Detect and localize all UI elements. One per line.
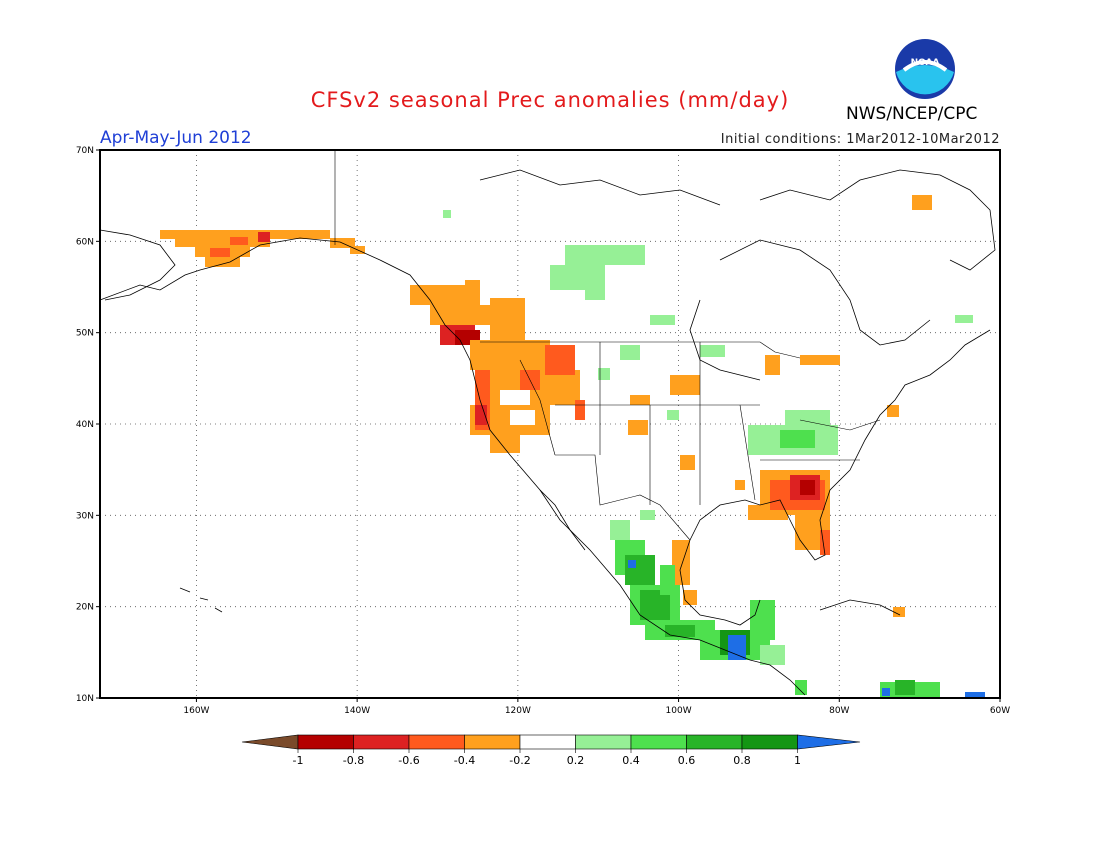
colorbar-label: 0.4: [622, 754, 640, 767]
coastlines: [99, 169, 996, 696]
lat-tick-label: 10N: [76, 694, 94, 704]
colorbar-segment: [464, 734, 521, 750]
political-borders: [334, 150, 881, 541]
colorbar-label: 0.2: [567, 754, 585, 767]
colorbar-segment: [630, 734, 687, 750]
colorbar-label: -0.6: [398, 754, 419, 767]
agency-label: NWS/NCEP/CPC: [846, 104, 978, 124]
colorbar-label: 0.8: [733, 754, 751, 767]
colorbar-arrow-left: [241, 734, 299, 750]
lon-tick-label: 140W: [344, 706, 370, 716]
colorbar-segment: [519, 734, 576, 750]
colorbar-label: -1: [293, 754, 304, 767]
lon-tick-label: 60W: [990, 706, 1010, 716]
lat-tick-label: 30N: [76, 511, 94, 521]
noaa-logo: NOAA: [895, 39, 955, 99]
noaa-logo-text: NOAA: [911, 58, 940, 68]
lon-tick-label: 80W: [829, 706, 849, 716]
lon-tick-label: 160W: [183, 706, 209, 716]
colorbar-segment: [686, 734, 743, 750]
colorbar: -1 -0.8 -0.6 -0.4 -0.2 0.2 0.4 0.6 0.8 1: [241, 734, 861, 767]
chart-title: CFSv2 seasonal Prec anomalies (mm/day): [310, 88, 790, 112]
colorbar-segment: [575, 734, 632, 750]
season-label: Apr-May-Jun 2012: [100, 128, 252, 148]
colorbar-label: -0.2: [509, 754, 530, 767]
colorbar-label: -0.8: [343, 754, 364, 767]
longitude-labels: 160W 140W 120W 100W 80W 60W: [183, 698, 1010, 716]
lon-tick-label: 120W: [505, 706, 531, 716]
colorbar-label: -0.4: [454, 754, 475, 767]
colorbar-segment: [741, 734, 798, 750]
initial-conditions-label: Initial conditions: 1Mar2012-10Mar2012: [720, 132, 1000, 147]
lat-tick-label: 40N: [76, 420, 94, 430]
lon-tick-label: 100W: [666, 706, 692, 716]
colorbar-segment: [297, 734, 354, 750]
lat-tick-label: 70N: [76, 146, 94, 156]
dry-anomaly-areas: [160, 195, 932, 617]
wet-anomaly-areas: [443, 210, 985, 698]
colorbar-label: 1: [794, 754, 801, 767]
lat-tick-label: 20N: [76, 603, 94, 613]
latitude-labels: 70N 60N 50N 40N 30N 20N 10N: [76, 146, 100, 704]
colorbar-arrow-right: [797, 734, 861, 750]
colorbar-segment: [408, 734, 465, 750]
colorbar-label: 0.6: [678, 754, 696, 767]
colorbar-segment: [353, 734, 410, 750]
lat-tick-label: 60N: [76, 237, 94, 247]
lat-tick-label: 50N: [76, 329, 94, 339]
